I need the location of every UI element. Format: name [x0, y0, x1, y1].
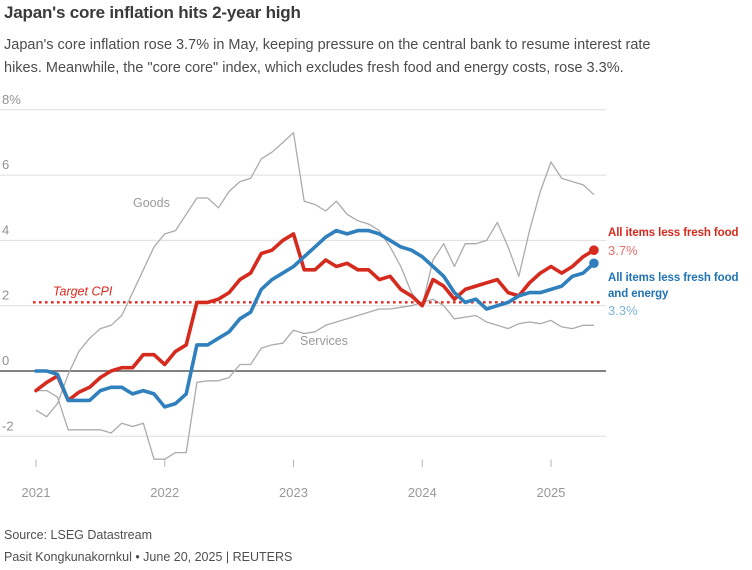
x-axis-label-2023: 2023	[279, 485, 308, 500]
y-axis-label-0: 0	[2, 353, 9, 368]
corecore-end-dot	[589, 258, 599, 269]
goods-line-label: Goods	[133, 196, 170, 210]
core-series-label: All items less fresh food	[608, 227, 739, 239]
target-cpi-label: Target CPI	[53, 285, 113, 299]
x-axis-label-2024: 2024	[408, 485, 437, 500]
page-title: Japan's core inflation hits 2-year high	[4, 3, 301, 22]
subtitle-line-1: Japan's core inflation rose 3.7% in May,…	[4, 37, 651, 53]
corecore-series-label: All items less fresh food and energy	[608, 271, 739, 302]
footer-byline: Pasit Kongkunakornkul • June 20, 2025 | …	[4, 550, 293, 564]
inflation-chart: 8% 6 4 2 0 -2 2021 2022 2023 2024 2025 Goods Service…	[0, 92, 606, 500]
subtitle-line-2: hikes. Meanwhile, the "core core" index,…	[4, 60, 624, 76]
goods-line	[35, 132, 595, 418]
y-axis-label--2: -2	[2, 418, 14, 433]
corecore-series-label-line2: and energy	[608, 287, 669, 300]
chart-area: 8% 6 4 2 0 -2 2021 2022 2023 2024 2025 Goods Service…	[0, 88, 752, 506]
x-axis-label-2025: 2025	[537, 485, 566, 500]
core-line	[34, 232, 596, 403]
x-axis-label-2021: 2021	[22, 485, 51, 500]
corecore-series-latest-value: 3.3%	[608, 303, 638, 318]
x-axis-label-2022: 2022	[150, 485, 179, 500]
services-line	[36, 298, 594, 460]
chart-subtitle: Japan's core inflation rose 3.7% in May,…	[4, 34, 752, 80]
y-axis-label-6: 6	[2, 157, 9, 172]
corecore-series-label-line1: All items less fresh food	[608, 272, 739, 284]
corecore-line	[34, 228, 596, 409]
core-end-dot	[589, 245, 599, 255]
core-series-latest-value: 3.7%	[608, 243, 638, 258]
y-axis-label-8: 8%	[2, 92, 21, 107]
y-axis-label-4: 4	[2, 222, 9, 237]
footer-source: Source: LSEG Datastream	[4, 528, 152, 542]
services-line-label: Services	[300, 334, 348, 348]
y-axis-label-2: 2	[2, 288, 9, 303]
